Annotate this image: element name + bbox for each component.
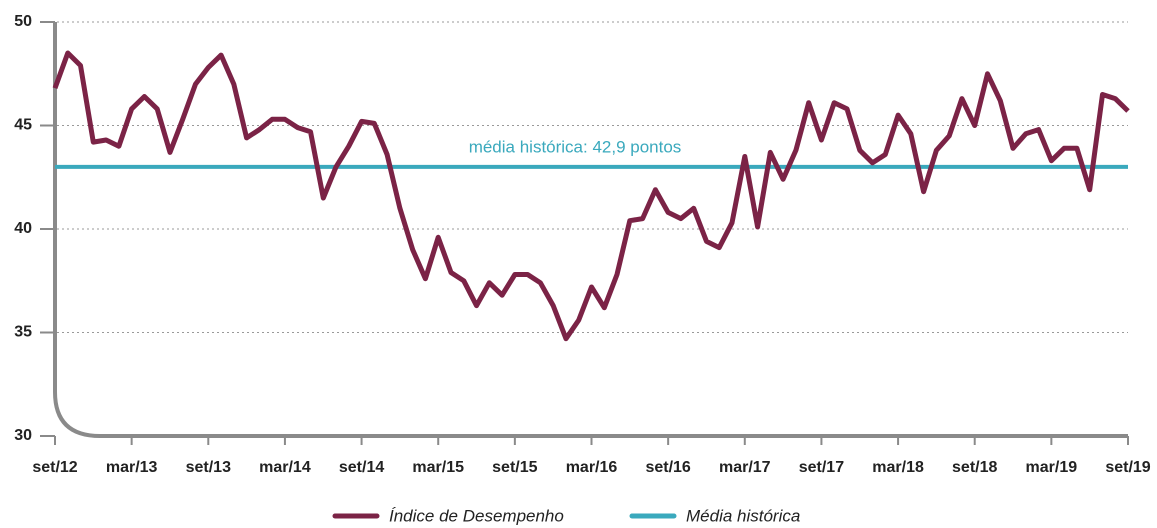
x-tick-label: set/12	[32, 459, 77, 476]
y-tick-label: 30	[14, 427, 32, 444]
x-tick-label: mar/15	[412, 459, 464, 476]
x-tick-label: set/15	[492, 459, 537, 476]
y-tick-label: 35	[14, 324, 32, 341]
y-tick-label: 45	[14, 117, 32, 134]
y-tick-label: 40	[14, 220, 32, 237]
x-tick-label: mar/16	[566, 459, 618, 476]
series-line	[52, 50, 1130, 342]
legend-label: Índice de Desempenho	[389, 506, 564, 525]
x-tick-label: mar/17	[719, 459, 771, 476]
x-tick-label: mar/13	[106, 459, 158, 476]
x-tick-label: mar/19	[1026, 459, 1078, 476]
annotation: média histórica: 42,9 pontos	[469, 137, 682, 156]
x-tick-label: set/16	[645, 459, 690, 476]
x-tick-label: set/19	[1105, 459, 1150, 476]
x-tick-label: set/13	[186, 459, 231, 476]
x-tick-label: set/17	[799, 459, 844, 476]
legend-label: Média histórica	[686, 506, 800, 525]
x-tick-label: set/18	[952, 459, 997, 476]
x-tick-label: set/14	[339, 459, 384, 476]
axis-frame	[53, 22, 1128, 438]
y-tick-label: 50	[14, 13, 32, 30]
x-tick-label: mar/18	[872, 459, 924, 476]
x-tick-label: mar/14	[259, 459, 311, 476]
